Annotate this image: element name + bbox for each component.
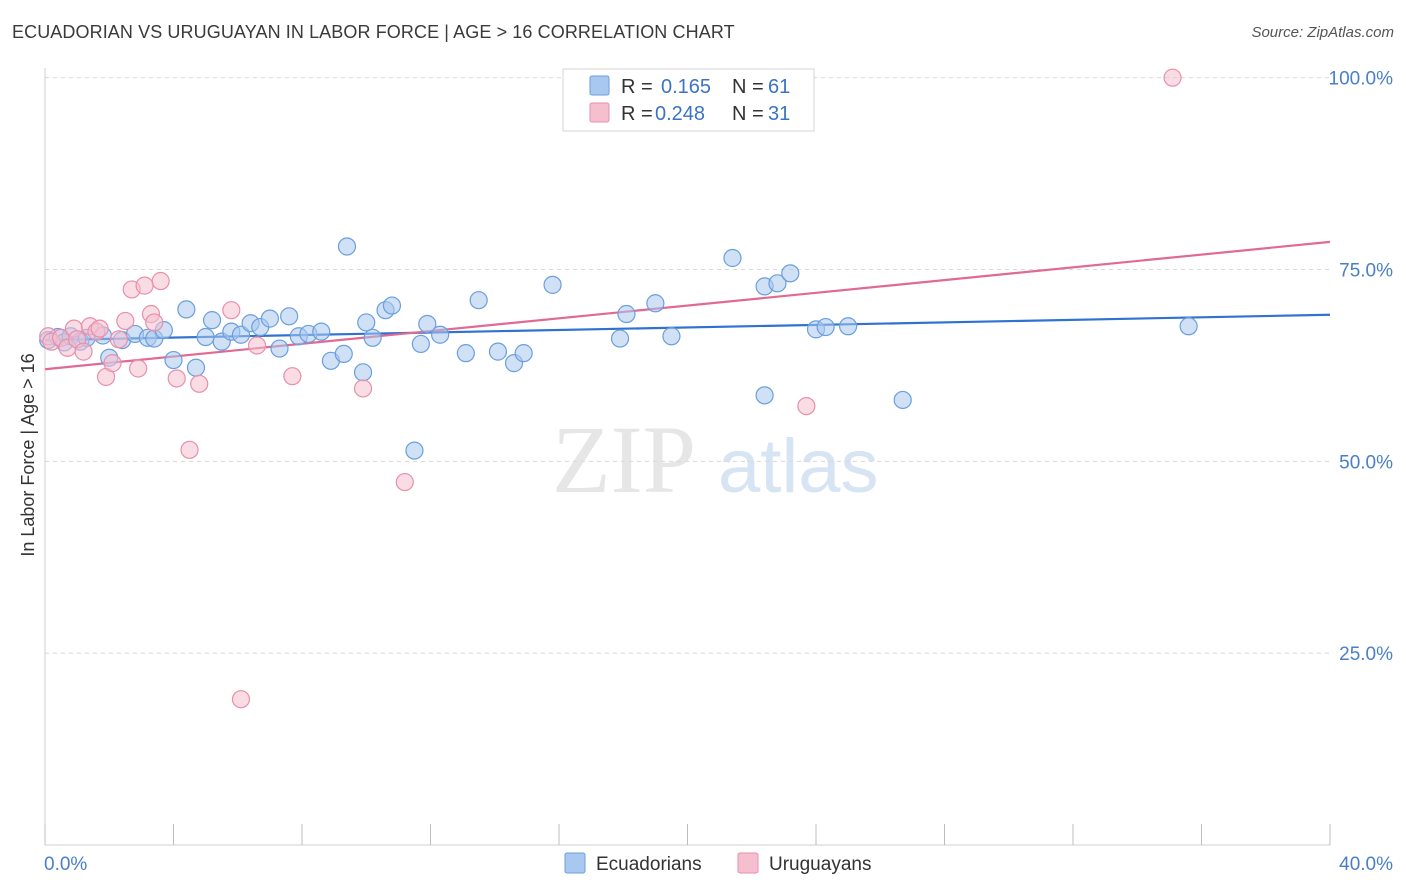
ecuadorians-point [617,304,636,324]
ecuadorians-point [280,307,299,326]
uruguayans-point [180,440,199,459]
ecuadorians-point [202,311,222,330]
series-legend-swatch-ecuadorians [564,852,586,874]
watermark-zip: ZIP [552,406,696,513]
gridlines [45,77,1330,654]
uruguayans-point [222,301,241,320]
y-tick-label: 50.0% [1339,452,1393,473]
uruguayans-point [797,396,816,416]
uruguayans-point [103,354,122,373]
uruguayans-point [116,311,135,331]
legend-swatch-ecuadorians [589,75,610,96]
ecuadorians-point [723,248,742,268]
ecuadorians-point [543,275,562,294]
ecuadorians-point [1179,317,1198,336]
uruguayans-point [167,369,186,388]
ecuadorians-point [177,300,196,319]
ecuadorians-point [768,274,787,293]
uruguayans-point [90,319,109,338]
y-tick-label: 100.0% [1329,69,1394,90]
ecuadorians-point [260,309,279,328]
uruguayans-point [283,367,302,386]
ecuadorians-point [893,390,912,410]
series-legend-label-uruguayans: Uruguayans [769,854,871,875]
ecuadorians-point [514,344,533,363]
uruguayans-point [395,472,414,492]
watermark-atlas: atlas [718,424,879,509]
ecuadorians-point [382,296,402,315]
ecuadorians-point [418,314,437,334]
legend-n-value-1: 31 [768,103,790,125]
stats-legend: R = 0.165 N = 61 R = 0.248 N = 31 [562,68,815,132]
legend-r-label-0: R = [621,76,653,98]
ecuadorians-point [411,334,430,354]
legend-r-value-1: 0.248 [655,103,705,125]
ecuadorians-point [488,342,508,361]
uruguayans-point [74,342,93,361]
y-tick-label: 25.0% [1339,644,1393,665]
chart-title: ECUADORIAN VS URUGUAYAN IN LABOR FORCE |… [12,22,735,42]
x-tick-label: 0.0% [44,854,87,875]
ecuadorians-point [186,358,206,377]
ecuadorians-point [353,363,373,382]
ecuadorians-point [469,291,488,310]
series-legend-label-ecuadorians: Ecuadorians [596,854,702,875]
ecuadorians-point [781,264,800,283]
uruguayans-point [151,271,170,291]
uruguayans-point [129,359,148,378]
legend-r-label-1: R = [621,103,653,125]
ecuadorians-point [662,327,681,346]
uruguayans-point [231,690,251,709]
series-legend-swatch-uruguayans [737,852,759,874]
uruguayans-point [190,374,209,393]
ecuadorians-point [270,339,289,358]
legend-n-label-1: N = [732,103,764,125]
source-credit: Source: ZipAtlas.com [1251,24,1394,41]
ecuadorians-point [196,327,215,347]
uruguayans-point [353,379,373,398]
uruguayans-point [135,276,154,295]
ecuadorians-point [405,441,424,460]
ecuadorians-point [334,344,353,364]
data-points [39,68,1198,709]
legend-n-value-0: 61 [768,76,790,98]
ecuadorians-point [816,317,835,337]
uruguayans-point [145,313,164,332]
y-tick-label: 75.0% [1339,261,1393,282]
ecuadorians-point [312,322,331,341]
ecuadorians-point [610,329,630,348]
x-tick-label: 40.0% [1339,854,1393,875]
legend-n-label-0: N = [732,76,764,98]
legend-r-value-0: 0.165 [661,76,711,98]
ecuadorians-point [431,325,450,344]
legend-swatch-uruguayans [589,102,610,123]
uruguayans-point [109,330,128,349]
series-legend: Ecuadorians Uruguayans [564,852,871,875]
uruguayans-point [247,336,267,355]
ecuadorians-point [357,313,376,332]
ecuadorians-point [164,350,183,370]
uruguayans-point [1163,68,1182,87]
ecuadorians-point [337,237,357,256]
axes [44,68,1331,846]
y-axis-label: In Labor Force | Age > 16 [18,353,38,556]
tick-labels: 25.0% 50.0% 75.0% 100.0% 0.0% 40.0% [44,69,1393,875]
ecuadorians-point [456,344,475,363]
ecuadorians-point [755,386,774,405]
ecuadorians-point [646,294,665,313]
ecuadorians-point [363,328,382,347]
ecuadorians-point [839,317,858,336]
